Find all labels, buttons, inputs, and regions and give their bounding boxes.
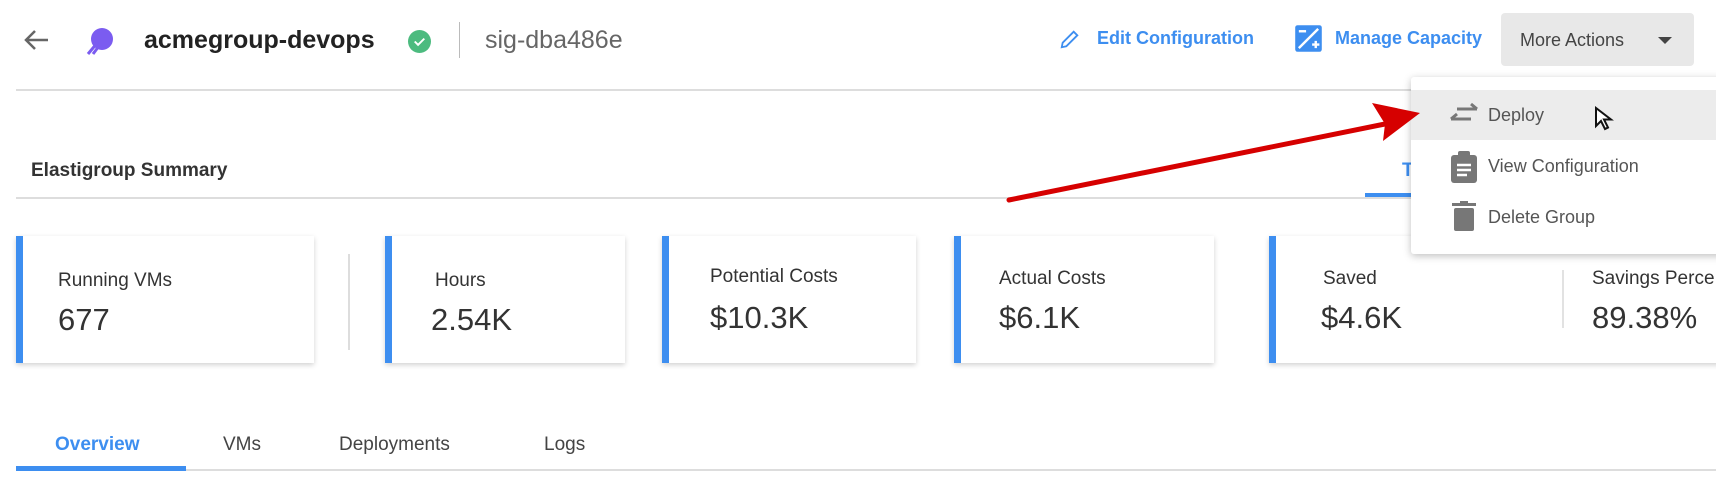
active-tab-underline (16, 466, 186, 471)
section-title: Elastigroup Summary (31, 160, 228, 181)
stat-label: Hours (435, 270, 486, 291)
header-separator (16, 89, 1716, 91)
more-actions-label: More Actions (1520, 30, 1625, 50)
stat-card-hours: Hours 2.54K (385, 236, 625, 363)
manage-capacity-button[interactable]: Manage Capacity (1335, 28, 1483, 48)
group-id: sig-dba486e (485, 26, 623, 54)
stat-card-actual-costs: Actual Costs $6.1K (954, 236, 1214, 363)
stat-value: $10.3K (710, 300, 809, 335)
stat-value: 677 (58, 302, 110, 337)
chevron-down-icon (1658, 37, 1672, 44)
manage-capacity-icon[interactable] (1294, 24, 1323, 53)
stat-label: Saved (1323, 268, 1377, 289)
tab-vms[interactable]: VMs (223, 434, 261, 455)
mouse-cursor-icon (1595, 106, 1614, 131)
status-check-icon (408, 30, 431, 53)
tab-deployments[interactable]: Deployments (339, 434, 450, 455)
summary-separator (16, 197, 1716, 199)
stat-label: Savings Perce (1592, 268, 1715, 289)
card-divider (348, 254, 350, 350)
clipboard-icon (1451, 151, 1477, 183)
stat-label: Running VMs (58, 270, 173, 291)
summary-tab-partial[interactable]: T (1402, 160, 1414, 181)
group-title: acmegroup-devops (144, 26, 375, 54)
trash-icon (1452, 201, 1476, 231)
tabs-separator (16, 469, 1716, 471)
summary-tab-underline (1365, 193, 1415, 197)
elastigroup-logo-icon (86, 28, 113, 55)
stat-value: $4.6K (1321, 300, 1403, 335)
stat-label: Potential Costs (710, 266, 838, 287)
stat-card-running-vms: Running VMs 677 (16, 236, 314, 363)
stat-value: 2.54K (431, 302, 513, 337)
back-arrow-icon[interactable] (22, 28, 50, 52)
menu-item-delete-group[interactable]: Delete Group (1411, 192, 1716, 242)
stat-value: $6.1K (999, 300, 1081, 335)
menu-item-label: Delete Group (1488, 207, 1596, 227)
stat-value: 89.38% (1592, 300, 1698, 335)
header-divider (459, 22, 460, 58)
more-actions-button[interactable]: More Actions (1501, 13, 1694, 66)
stat-label: Actual Costs (999, 268, 1106, 289)
menu-item-label: Deploy (1488, 105, 1545, 125)
pencil-icon[interactable] (1059, 28, 1081, 50)
edit-configuration-button[interactable]: Edit Configuration (1097, 28, 1254, 48)
tab-overview[interactable]: Overview (55, 434, 140, 455)
stat-card-saved: Saved $4.6K Savings Perce 89.38% (1269, 236, 1716, 363)
stat-card-potential-costs: Potential Costs $10.3K (662, 236, 916, 363)
menu-item-deploy[interactable]: Deploy (1411, 90, 1716, 140)
card-inner-divider (1562, 270, 1564, 328)
menu-item-view-configuration[interactable]: View Configuration (1411, 141, 1716, 191)
swap-arrows-icon (1450, 102, 1478, 121)
tab-logs[interactable]: Logs (544, 434, 586, 455)
menu-item-label: View Configuration (1488, 156, 1639, 176)
more-actions-menu: Deploy View Configuration Delete Group (1411, 77, 1716, 254)
